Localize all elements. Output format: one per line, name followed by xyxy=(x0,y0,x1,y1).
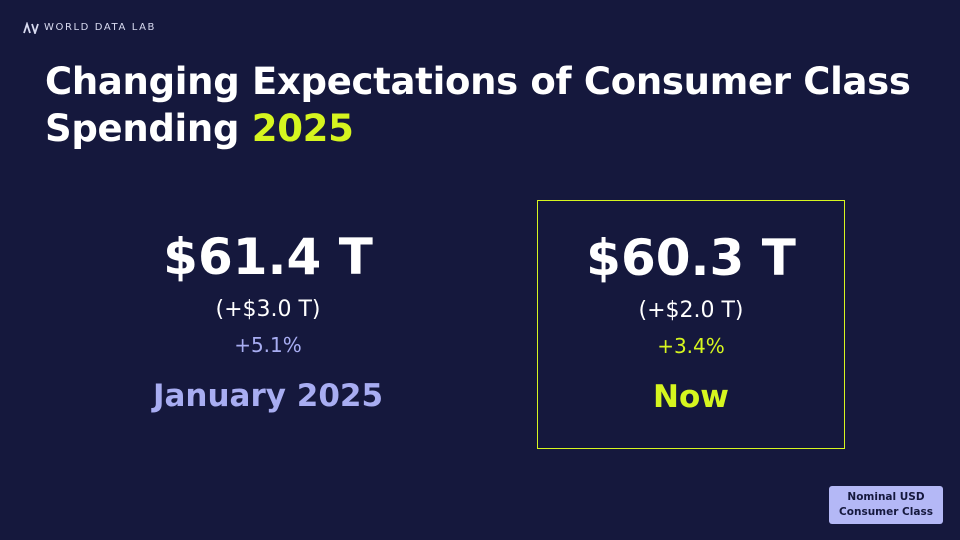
value: $61.4 T xyxy=(163,228,373,286)
logo-icon xyxy=(23,22,39,34)
card: $61.4 T (+$3.0 T) +5.1% January 2025 xyxy=(114,200,422,449)
brand: WORLD DATA LAB xyxy=(44,22,156,33)
badge: Nominal USD Consumer Class xyxy=(829,486,943,524)
badge-line: Consumer Class xyxy=(839,506,933,518)
title: Changing Expectations of Consumer Class … xyxy=(45,58,925,152)
card: $60.3 T (+$2.0 T) +3.4% Now xyxy=(537,200,845,449)
title-main: Changing Expectations of Consumer Class … xyxy=(45,60,911,150)
label: January 2025 xyxy=(152,378,384,414)
label: Now xyxy=(653,379,729,415)
change: (+$3.0 T) xyxy=(215,297,321,322)
percent: +5.1% xyxy=(234,333,302,357)
percent: +3.4% xyxy=(657,334,725,358)
change: (+$2.0 T) xyxy=(638,298,744,323)
title-highlight: 2025 xyxy=(251,107,354,150)
value: $60.3 T xyxy=(586,229,796,287)
badge-line: Nominal USD xyxy=(847,491,925,503)
